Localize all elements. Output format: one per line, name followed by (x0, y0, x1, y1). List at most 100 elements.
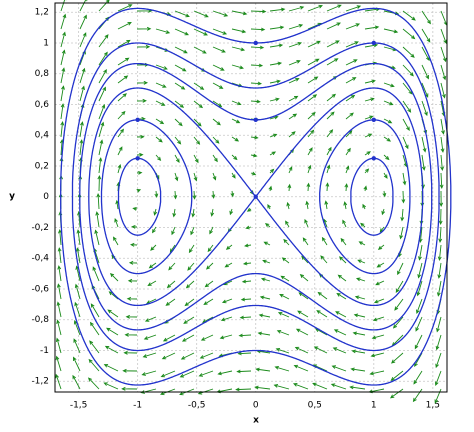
y-tick-label: 0,4 (35, 131, 50, 141)
y-tick-label: 1 (43, 38, 49, 48)
field-arrow (136, 152, 144, 157)
field-arrow (325, 182, 330, 192)
field-arrow (238, 333, 252, 338)
trajectory (100, 119, 193, 275)
field-arrow (125, 314, 138, 319)
field-arrow (212, 172, 217, 181)
field-arrow (217, 370, 233, 376)
field-arrow (98, 86, 106, 102)
field-arrow (345, 5, 362, 12)
field-arrow (193, 172, 198, 182)
field-arrow (276, 329, 290, 336)
field-arrow (184, 298, 195, 307)
field-arrow (242, 261, 252, 266)
field-arrow (402, 46, 415, 58)
field-arrow (60, 103, 65, 120)
x-tick-label: -1,5 (70, 401, 88, 411)
field-arrow (269, 43, 284, 48)
field-arrow (98, 139, 104, 156)
field-arrow (210, 208, 215, 217)
field-arrow (333, 329, 347, 336)
field-arrow (269, 133, 278, 138)
field-arrow (307, 111, 316, 120)
field-arrow (342, 219, 347, 228)
field-arrow (123, 350, 138, 355)
field-arrow (440, 82, 446, 99)
field-arrow (392, 316, 404, 329)
y-tick-label: -1 (40, 346, 49, 356)
field-arrow (440, 64, 447, 81)
field-arrow (174, 10, 190, 18)
field-arrow (418, 244, 423, 261)
field-arrow (174, 118, 183, 127)
initial-point (253, 40, 258, 46)
field-arrow (383, 82, 395, 88)
field-arrow (364, 79, 376, 84)
field-arrow (224, 262, 233, 268)
field-arrow (382, 190, 387, 198)
field-arrow (421, 100, 428, 117)
field-arrow (76, 229, 81, 246)
field-arrow (254, 385, 271, 390)
y-tick-label: 0,6 (35, 100, 50, 110)
field-arrow (188, 244, 195, 254)
field-arrow (73, 338, 81, 354)
field-arrow (307, 40, 321, 48)
field-arrow (103, 382, 119, 390)
field-arrow (165, 298, 176, 306)
field-arrow (250, 99, 261, 104)
field-arrow (128, 260, 138, 265)
field-arrow (394, 298, 404, 311)
field-arrow (95, 211, 100, 228)
field-arrow (221, 298, 233, 304)
field-arrow (295, 328, 309, 336)
field-arrow (383, 172, 388, 179)
field-arrow (173, 190, 178, 200)
field-arrow (89, 321, 100, 336)
field-arrow (250, 63, 264, 68)
field-arrow (345, 59, 358, 66)
field-arrow (237, 351, 252, 356)
field-arrow (421, 64, 429, 80)
field-arrow (155, 154, 162, 162)
field-arrow (98, 121, 105, 138)
field-arrow (136, 98, 147, 103)
field-arrow (154, 190, 159, 198)
field-arrow (345, 94, 356, 102)
field-arrow (336, 292, 347, 300)
field-arrow (136, 44, 151, 49)
field-arrow (79, 67, 86, 84)
initial-point (371, 117, 376, 123)
field-arrow (416, 298, 423, 315)
field-arrow (103, 364, 119, 372)
field-arrow (349, 385, 366, 390)
field-arrow (280, 275, 290, 282)
field-arrow (351, 349, 366, 354)
field-arrow (259, 295, 271, 300)
field-arrow (440, 46, 447, 63)
field-arrow (390, 370, 404, 381)
field-arrow (370, 352, 385, 358)
field-arrow (126, 296, 138, 301)
field-arrow (199, 352, 214, 359)
field-arrow (275, 347, 290, 354)
field-arrow (293, 364, 309, 372)
field-arrow (73, 356, 81, 372)
vector-field (55, 0, 448, 404)
field-arrow (98, 69, 107, 84)
field-arrow (269, 97, 280, 102)
field-arrow (274, 365, 290, 372)
field-arrow (307, 76, 319, 84)
field-arrow (383, 28, 399, 34)
field-arrow (286, 201, 291, 210)
field-arrow (268, 185, 273, 192)
field-arrow (369, 370, 385, 376)
field-arrow (98, 104, 106, 120)
field-arrow (434, 388, 442, 404)
field-arrow (172, 208, 177, 218)
field-arrow (155, 64, 168, 70)
field-arrow (316, 310, 328, 318)
field-arrow (193, 82, 205, 90)
field-arrow (75, 247, 81, 264)
field-arrow (269, 151, 277, 156)
